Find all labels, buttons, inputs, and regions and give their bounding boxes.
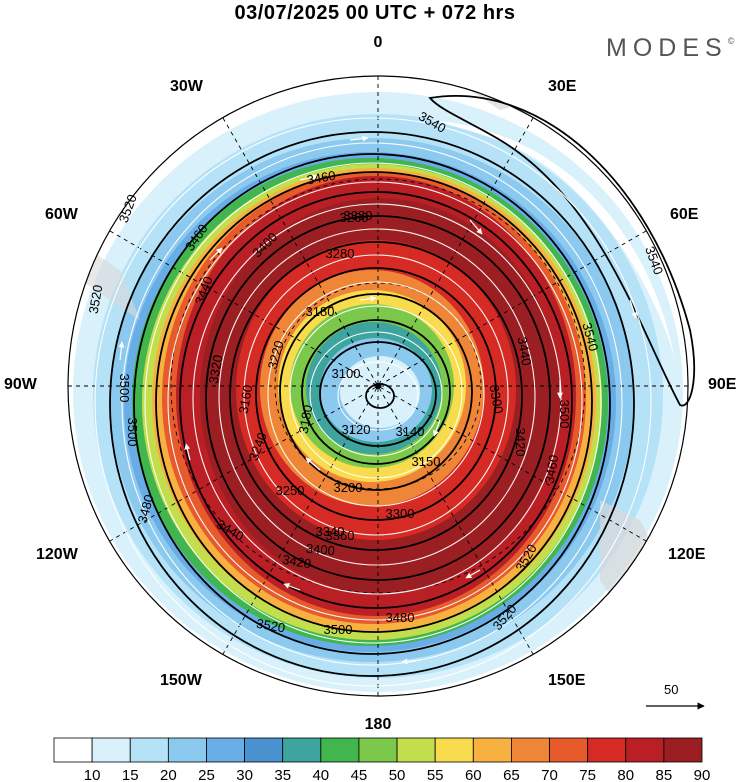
contour-label: 3460 <box>542 454 562 485</box>
contour-label: 3300 <box>487 384 507 415</box>
colorbar-label: 10 <box>84 767 101 782</box>
lon-label-90w: 90W <box>4 376 37 393</box>
colorbar-swatch <box>549 737 589 763</box>
lon-label-60e: 60E <box>670 206 699 223</box>
lon-label-30w: 30W <box>170 78 203 95</box>
contour-label: 3140 <box>396 424 425 439</box>
lon-label-0: 0 <box>373 34 383 51</box>
colorbar: 10 15 20 25 30 35 40 45 50 55 60 65 70 75 80 85 90 <box>53 737 711 782</box>
colorbar-label: 65 <box>503 767 520 782</box>
contour-label: 3500 <box>557 400 572 429</box>
colorbar-swatch <box>358 737 398 763</box>
colorbar-swatch <box>91 737 131 763</box>
contour-label: 3540 <box>579 321 601 353</box>
contour-label: 3360 <box>326 528 355 543</box>
colorbar-label: 30 <box>236 767 253 782</box>
contour-label: 3460 <box>306 168 337 188</box>
brand-name: MODES <box>606 34 728 62</box>
lon-label-150w: 150W <box>160 672 202 689</box>
contour-label: 3340 <box>316 524 345 539</box>
colorbar-swatch <box>206 737 245 763</box>
streamlines <box>94 117 652 687</box>
contour-label: 3320 <box>206 354 226 385</box>
colorbar-label: 15 <box>122 767 139 782</box>
contour-label: 3400 <box>305 541 335 558</box>
colorbar-swatch <box>53 737 93 763</box>
contour-label: 3380 <box>344 208 373 223</box>
colorbar-label: 40 <box>312 767 329 782</box>
lon-label-120w: 120W <box>36 546 78 563</box>
contour-label: 3500 <box>117 374 132 403</box>
colorbar-swatch <box>244 737 284 763</box>
colorbar-label: 25 <box>198 767 215 782</box>
brand-mark: © <box>727 36 735 46</box>
wind-band-15-inner <box>340 356 420 428</box>
colorbar-swatch <box>396 737 436 763</box>
colorbar-swatch <box>434 737 474 763</box>
colorbar-label: 80 <box>617 767 634 782</box>
colorbar-label: 60 <box>465 767 482 782</box>
map-title: 03/07/2025 00 UTC + 072 hrs <box>234 2 516 24</box>
contour-label: 3120 <box>342 422 371 437</box>
wind-reference-label: 50 <box>664 682 679 697</box>
colorbar-label: 90 <box>694 767 711 782</box>
colorbar-swatch <box>320 737 360 763</box>
contour-label: 3300 <box>386 506 415 521</box>
colorbar-swatch <box>511 737 550 763</box>
lon-label-60w: 60W <box>45 206 78 223</box>
lon-label-90e: 90E <box>708 376 737 393</box>
contour-label: 3250 <box>276 483 305 498</box>
colorbar-label: 20 <box>160 767 177 782</box>
colorbar-label: 50 <box>389 767 406 782</box>
colorbar-label: 85 <box>656 767 673 782</box>
colorbar-swatch <box>472 737 512 763</box>
contour-label: 3200 <box>334 480 363 495</box>
colorbar-swatch <box>587 737 627 763</box>
colorbar-label: 55 <box>427 767 444 782</box>
contour-label: 3220 <box>265 339 287 371</box>
contour-label: 3100 <box>332 366 361 381</box>
contour-label: 3180 <box>296 404 316 435</box>
lon-label-180: 180 <box>364 716 392 733</box>
contour-label: 3500 <box>125 418 140 447</box>
contour-label: 3520 <box>255 616 286 636</box>
contour-label: 3280 <box>326 246 355 261</box>
colorbar-label: 70 <box>541 767 558 782</box>
land-south-america <box>80 250 140 320</box>
contour-label: 3440 <box>515 336 535 367</box>
stream-arrows <box>118 135 638 665</box>
contour-label: 3150 <box>412 454 441 469</box>
lon-label-150e: 150E <box>548 672 586 689</box>
contour-label: 3160 <box>236 384 256 415</box>
height-contours <box>109 95 696 677</box>
contour-label: 3480 <box>386 610 415 625</box>
contour-label: 3260 <box>340 210 369 225</box>
calm-region-2 <box>430 120 675 360</box>
brand-logo: MODES© <box>606 34 734 63</box>
contour-label: 3480 <box>135 493 157 525</box>
contour-label: 3420 <box>513 428 528 457</box>
south-pole-marker <box>375 383 381 389</box>
colorbar-swatch <box>167 737 207 763</box>
contour-label: 3500 <box>324 622 353 637</box>
colorbar-swatch <box>282 737 322 763</box>
lon-label-120e: 120E <box>668 546 706 563</box>
colorbar-label: 35 <box>274 767 291 782</box>
contour-label: 3520 <box>86 284 106 315</box>
contour-label: 3420 <box>281 552 312 572</box>
colorbar-swatch <box>129 737 169 763</box>
colorbar-swatch <box>663 737 703 763</box>
colorbar-label: 45 <box>351 767 368 782</box>
colorbar-label: 75 <box>579 767 596 782</box>
contour-label: 3180 <box>306 304 335 319</box>
lon-label-30e: 30E <box>548 78 577 95</box>
colorbar-swatch <box>625 737 665 763</box>
